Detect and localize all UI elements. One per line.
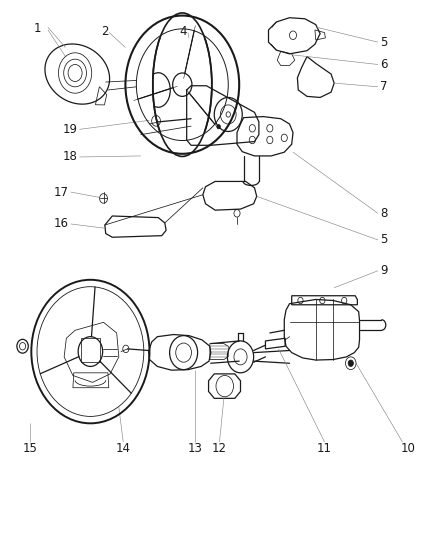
Text: 19: 19 bbox=[62, 123, 77, 136]
Text: 9: 9 bbox=[379, 264, 386, 277]
Text: 2: 2 bbox=[101, 25, 108, 38]
Text: 12: 12 bbox=[212, 442, 226, 455]
Text: 11: 11 bbox=[316, 442, 331, 455]
Text: 17: 17 bbox=[53, 185, 68, 199]
Text: 15: 15 bbox=[23, 442, 38, 455]
Text: 1: 1 bbox=[34, 22, 42, 35]
Text: 4: 4 bbox=[180, 25, 187, 38]
Text: 6: 6 bbox=[379, 58, 386, 71]
Circle shape bbox=[347, 360, 353, 367]
Text: 7: 7 bbox=[379, 80, 386, 93]
Text: 18: 18 bbox=[62, 150, 77, 164]
Text: 5: 5 bbox=[379, 36, 386, 49]
Text: 16: 16 bbox=[53, 217, 68, 230]
Text: 14: 14 bbox=[116, 442, 131, 455]
Text: 5: 5 bbox=[379, 233, 386, 246]
Text: 10: 10 bbox=[399, 442, 414, 455]
Text: 8: 8 bbox=[379, 207, 386, 220]
Circle shape bbox=[216, 125, 220, 129]
Text: 13: 13 bbox=[187, 442, 202, 455]
